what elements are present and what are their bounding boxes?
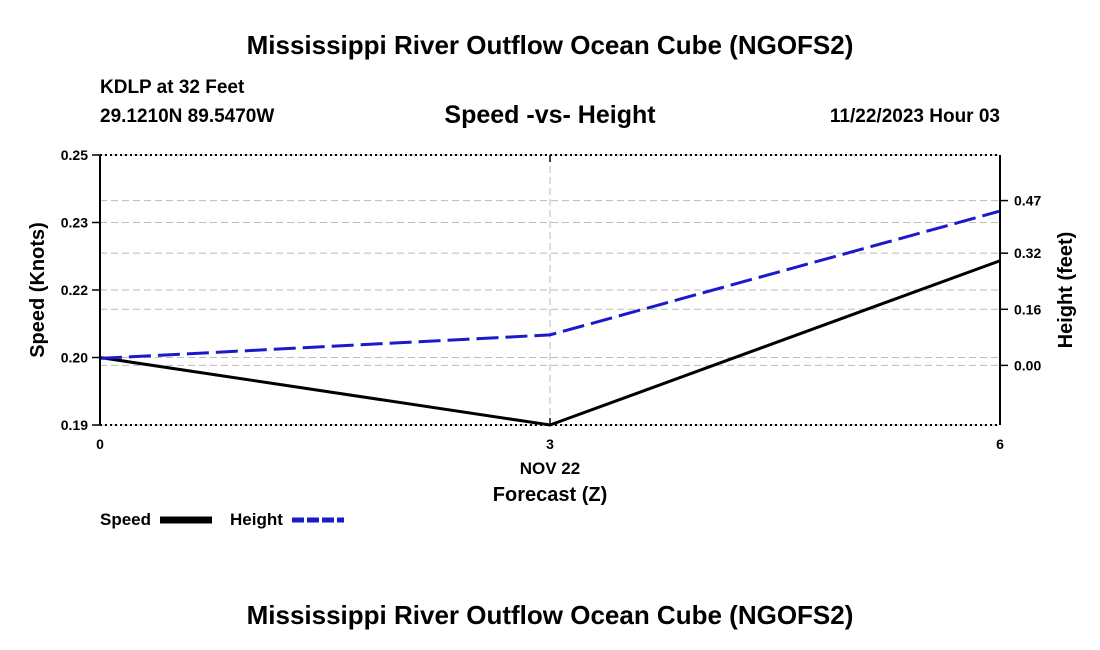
speed-height-chart: 0.19 0.20 0.22 0.23 0.25 0.00 0.16 0.32 0.47 0 3 6 N…	[27, 147, 1077, 529]
right-axis-tick-label: 0.32	[1014, 245, 1041, 261]
legend: Speed Height	[100, 510, 344, 529]
right-axis-tick-label: 0.00	[1014, 357, 1041, 373]
grid-layer	[99, 154, 1001, 426]
main-title-bottom: Mississippi River Outflow Ocean Cube (NG…	[246, 600, 854, 630]
x-axis-tick-label: 3	[546, 436, 554, 452]
legend-label-height: Height	[230, 510, 283, 529]
x-axis-tick-label: 6	[996, 436, 1004, 452]
left-axis-tick-label: 0.20	[61, 350, 88, 366]
right-axis-tick-label: 0.16	[1014, 301, 1041, 317]
chart-subtitle: Speed -vs- Height	[444, 101, 656, 129]
datetime-label: 11/22/2023 Hour 03	[829, 106, 1000, 127]
left-axis-tick-label: 0.25	[61, 147, 88, 163]
x-axis-date-label: NOV 22	[520, 459, 580, 478]
left-axis-title: Speed (Knots)	[27, 222, 49, 358]
label-layer: 0.19 0.20 0.22 0.23 0.25 0.00 0.16 0.32 0.47 0 3 6 N…	[27, 147, 1077, 506]
legend-label-speed: Speed	[100, 510, 151, 529]
right-axis-title: Height (feet)	[1055, 232, 1077, 349]
left-axis-tick-label: 0.22	[61, 282, 88, 298]
x-axis-title: Forecast (Z)	[493, 484, 607, 506]
station-label: KDLP at 32 Feet	[100, 77, 245, 98]
coordinates-label: 29.1210N 89.5470W	[100, 106, 275, 127]
left-axis-tick-label: 0.23	[61, 215, 88, 231]
series-line-height	[99, 209, 1001, 360]
right-axis-tick-label: 0.47	[1014, 193, 1041, 209]
frame-layer	[92, 154, 1008, 426]
main-title-top: Mississippi River Outflow Ocean Cube (NG…	[246, 30, 854, 60]
x-axis-tick-label: 0	[96, 436, 104, 452]
left-axis-tick-label: 0.19	[61, 417, 88, 433]
